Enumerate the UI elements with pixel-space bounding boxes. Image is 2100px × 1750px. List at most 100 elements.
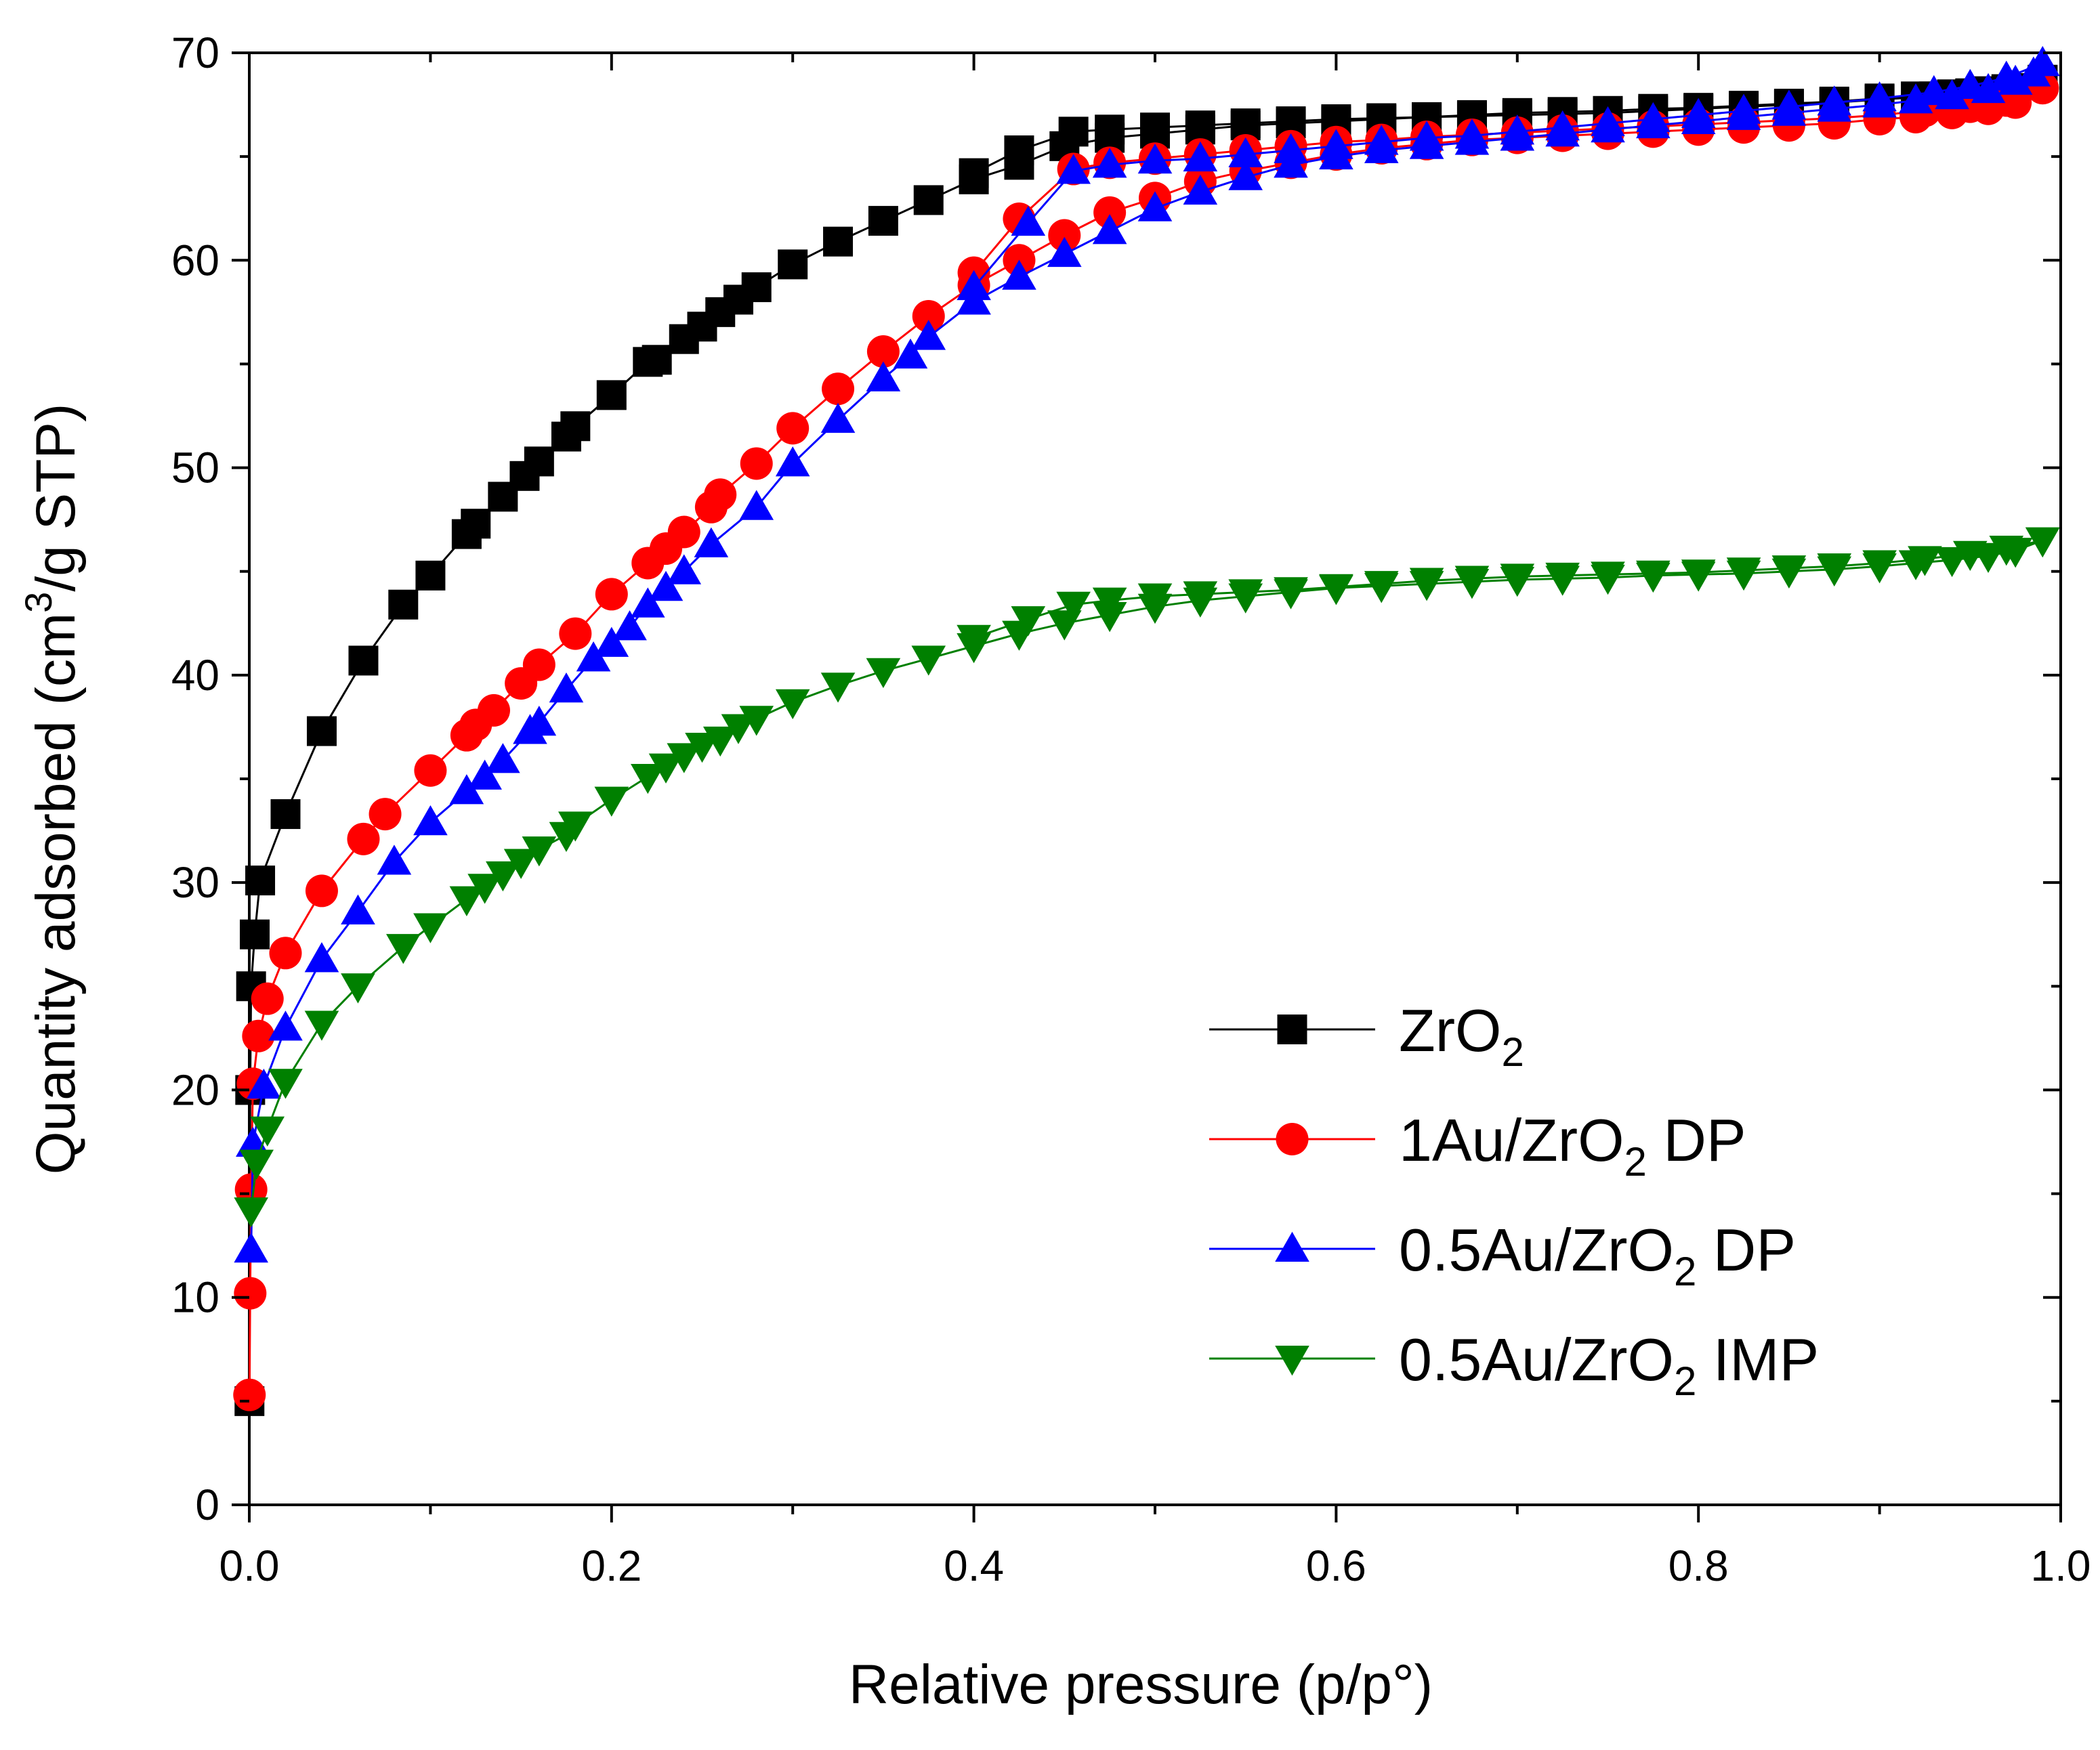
data-point: [648, 753, 684, 784]
legend-label: 0.5Au/ZrO2 IMP: [1399, 1326, 1819, 1404]
legend-label-main: 1Au/ZrO: [1399, 1107, 1624, 1174]
data-point: [630, 587, 665, 618]
x-tick-label: 0.6: [1306, 1541, 1366, 1590]
data-point: [1137, 191, 1173, 221]
data-point: [1771, 555, 1807, 586]
data-point: [270, 799, 301, 830]
data-point: [1817, 85, 1852, 116]
legend-item-0: ZrO2: [1209, 997, 1524, 1075]
data-point: [1056, 154, 1091, 184]
data-point: [1953, 68, 1988, 99]
plot-frame: [248, 51, 2062, 1506]
y-axis-title-tail: /g STP): [25, 404, 87, 592]
data-point: [1989, 536, 2024, 566]
data-point: [822, 372, 855, 406]
data-point: [240, 919, 270, 949]
data-point: [461, 509, 491, 539]
data-point: [740, 447, 773, 480]
y-tick-label: 0: [195, 1480, 219, 1529]
data-point: [558, 811, 593, 842]
data-point: [388, 589, 419, 620]
data-point: [559, 617, 592, 650]
data-point: [467, 874, 502, 904]
legend-label-main: 0.5Au/ZrO: [1399, 1326, 1674, 1393]
legend-marker: [1275, 1346, 1309, 1376]
data-point: [778, 249, 808, 280]
data-point: [1004, 135, 1034, 165]
data-point: [385, 934, 421, 964]
legend-item-1: 1Au/ZrO2 DP: [1209, 1107, 1746, 1185]
data-point: [685, 733, 719, 763]
data-point: [268, 1069, 303, 1099]
data-point: [739, 706, 774, 736]
data-point: [1002, 259, 1036, 290]
x-tick-label: 0.8: [1668, 1541, 1729, 1590]
data-point: [1454, 119, 1490, 149]
data-point: [234, 1232, 268, 1263]
data-point: [667, 515, 700, 549]
data-point: [1092, 148, 1127, 178]
data-point: [347, 822, 380, 855]
legend-marker: [1275, 1231, 1309, 1262]
data-point: [1274, 133, 1308, 163]
legend-label-tail: IMP: [1696, 1326, 1819, 1393]
data-point: [549, 672, 584, 703]
data-point: [1230, 108, 1261, 139]
svg-text:Quantity adsorbed (cm3/g STP): Quantity adsorbed (cm3/g STP): [17, 404, 87, 1175]
data-point: [1681, 98, 1716, 128]
data-point: [1183, 581, 1218, 612]
data-point: [1500, 563, 1535, 594]
data-point: [630, 763, 665, 794]
data-point: [1140, 112, 1170, 143]
data-point: [305, 874, 338, 908]
data-point: [234, 1277, 267, 1310]
data-point: [775, 446, 810, 477]
data-point: [413, 913, 448, 943]
data-point: [2025, 527, 2060, 558]
data-point: [413, 805, 448, 836]
series-2: [234, 46, 2060, 1263]
data-point: [486, 743, 520, 773]
data-point: [1636, 102, 1671, 132]
y-tick-label: 20: [171, 1065, 219, 1114]
data-point: [1319, 129, 1353, 159]
data-point: [1862, 81, 1897, 112]
x-tick-label: 0.0: [219, 1541, 280, 1590]
y-tick-label: 10: [171, 1273, 219, 1322]
data-point: [1048, 219, 1081, 252]
y-axis-title-sup: 3: [17, 592, 60, 613]
data-point: [233, 1378, 266, 1411]
data-point: [1364, 125, 1399, 155]
data-point: [522, 836, 557, 867]
data-point: [1409, 568, 1444, 598]
data-point: [957, 624, 991, 656]
data-point: [1137, 583, 1173, 614]
data-point: [2025, 46, 2060, 77]
data-point: [1228, 137, 1263, 168]
data-point: [1636, 560, 1671, 591]
series-3: [234, 527, 2060, 1228]
data-point: [911, 645, 946, 676]
data-point: [234, 1197, 268, 1228]
axes-layer: 0.0 0.2 0.4 0.6 0.8 1.0 0 10 20 30 40 50 60 70: [171, 28, 2091, 1590]
data-point: [642, 345, 672, 375]
data-point: [1545, 562, 1580, 593]
data-point: [1274, 577, 1308, 607]
data-point: [1726, 557, 1761, 588]
data-point: [913, 185, 944, 215]
data-point: [247, 1069, 281, 1099]
data-point: [1092, 214, 1127, 244]
data-point: [594, 626, 629, 657]
series-line-adsorption: [250, 62, 2044, 1250]
data-point: [893, 338, 928, 369]
data-point: [414, 754, 447, 787]
legend-label-sub: 2: [1674, 1249, 1696, 1294]
data-point: [667, 554, 702, 584]
data-point: [250, 1116, 285, 1147]
data-point: [1771, 89, 1807, 120]
data-point: [269, 937, 302, 970]
data-point: [486, 861, 520, 892]
data-point: [595, 578, 628, 611]
data-point: [911, 320, 946, 350]
